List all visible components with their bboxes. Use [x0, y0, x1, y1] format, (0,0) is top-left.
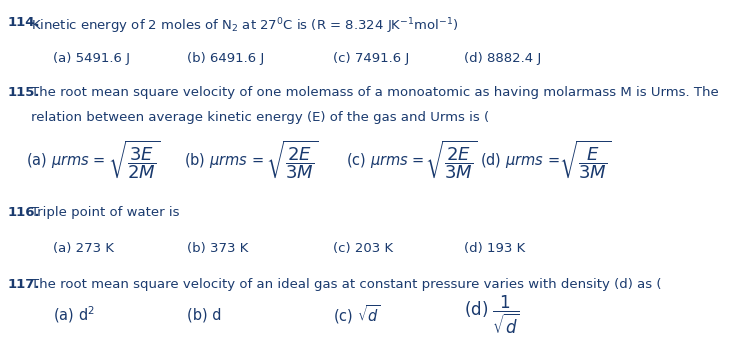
Text: The root mean square velocity of an ideal gas at constant pressure varies with d: The root mean square velocity of an idea…: [31, 278, 661, 291]
Text: (a) $\mu rms$ =: (a) $\mu rms$ =: [25, 151, 105, 170]
Text: (b) $\mu rms$ =: (b) $\mu rms$ =: [184, 151, 264, 170]
Text: $\sqrt{\dfrac{3E}{2M}}$: $\sqrt{\dfrac{3E}{2M}}$: [108, 139, 161, 181]
Text: 117.: 117.: [7, 278, 40, 291]
Text: $\sqrt{\dfrac{2E}{3M}}$: $\sqrt{\dfrac{2E}{3M}}$: [425, 139, 477, 181]
Text: (c) $\sqrt{d}$: (c) $\sqrt{d}$: [334, 303, 381, 326]
Text: 116.: 116.: [7, 206, 40, 219]
Text: The root mean square velocity of one molemass of a monoatomic as having molarmas: The root mean square velocity of one mol…: [31, 86, 718, 99]
Text: (a) d$^2$: (a) d$^2$: [53, 304, 95, 325]
Text: (c) 7491.6 J: (c) 7491.6 J: [334, 52, 410, 65]
Text: Triple point of water is: Triple point of water is: [31, 206, 179, 219]
Text: 115.: 115.: [7, 86, 40, 99]
Text: 114.: 114.: [7, 16, 40, 29]
Text: (b) d: (b) d: [187, 307, 221, 322]
Text: (a) 5491.6 J: (a) 5491.6 J: [53, 52, 130, 65]
Text: (b) 6491.6 J: (b) 6491.6 J: [187, 52, 265, 65]
Text: (c) $\mu rms$ =: (c) $\mu rms$ =: [346, 151, 424, 170]
Text: relation between average kinetic energy (E) of the gas and Urms is (: relation between average kinetic energy …: [31, 111, 488, 124]
Text: (c) 203 K: (c) 203 K: [334, 242, 393, 255]
Text: (a) 273 K: (a) 273 K: [53, 242, 114, 255]
Text: $\sqrt{\dfrac{E}{3M}}$: $\sqrt{\dfrac{E}{3M}}$: [559, 139, 612, 181]
Text: $\sqrt{\dfrac{2E}{3M}}$: $\sqrt{\dfrac{2E}{3M}}$: [266, 139, 319, 181]
Text: (b) 373 K: (b) 373 K: [187, 242, 248, 255]
Text: (d) 193 K: (d) 193 K: [465, 242, 526, 255]
Text: (d) 8882.4 J: (d) 8882.4 J: [465, 52, 542, 65]
Text: (d) $\mu rms$ =: (d) $\mu rms$ =: [479, 151, 560, 170]
Text: Kinetic energy of 2 moles of N$_2$ at 27$^0$C is (R = 8.324 JK$^{-1}$mol$^{-1}$): Kinetic energy of 2 moles of N$_2$ at 27…: [31, 16, 459, 36]
Text: (d) $\dfrac{1}{\sqrt{d}}$: (d) $\dfrac{1}{\sqrt{d}}$: [465, 293, 521, 336]
